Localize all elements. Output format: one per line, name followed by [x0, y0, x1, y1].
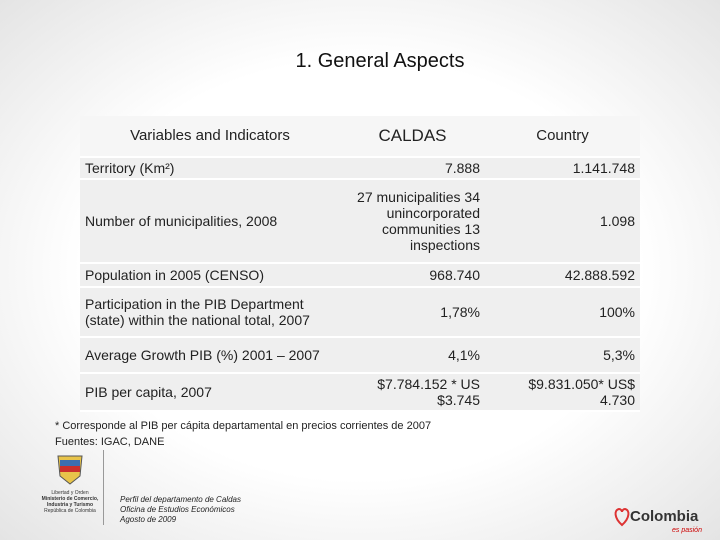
value-cell: $7.784.152 * US $3.745 [340, 373, 485, 412]
table-row: Participation in the PIB Department (sta… [80, 287, 640, 338]
header-cell: Variables and Indicators [80, 116, 340, 158]
data-table: Variables and Indicators CALDAS Country Te… [80, 116, 640, 412]
table-row: Average Growth PIB (%) 2001 – 2007 4,1% 5,… [80, 337, 640, 374]
value-cell: 968.740 [340, 263, 485, 288]
value-cell: 1.141.748 [485, 157, 640, 180]
ministry-logo: Libertad y Orden Ministerio de Comercio,… [40, 490, 100, 514]
table-row: PIB per capita, 2007 $7.784.152 * US $3.7… [80, 373, 640, 412]
table-row: Territory (Km²) 7.888 1.141.748 [80, 157, 640, 180]
indicator-cell: Participation in the PIB Department (sta… [80, 287, 340, 338]
value-cell: 7.888 [340, 157, 485, 180]
ministry-line: Libertad y Orden [51, 490, 89, 496]
indicator-cell: Population in 2005 (CENSO) [80, 263, 340, 288]
credit: Perfil del departamento de Caldas Oficin… [120, 495, 241, 525]
header-cell: Country [485, 116, 640, 158]
indicator-cell: PIB per capita, 2007 [80, 373, 340, 412]
credit-line: Perfil del departamento de Caldas [120, 495, 241, 504]
brand-name: Colombia [630, 508, 699, 525]
value-cell: 5,3% [485, 337, 640, 374]
header-cell: CALDAS [340, 116, 485, 158]
coat-of-arms [57, 455, 83, 485]
table-row: Number of municipalities, 2008 27 municip… [80, 179, 640, 264]
table-row: Population in 2005 (CENSO) 968.740 42.888.… [80, 263, 640, 288]
value-cell: 1.098 [485, 179, 640, 264]
indicator-cell: Number of municipalities, 2008 [80, 179, 340, 264]
brand-heart [614, 507, 630, 527]
value-cell: $9.831.050* US$ 4.730 [485, 373, 640, 412]
indicator-cell: Average Growth PIB (%) 2001 – 2007 [80, 337, 340, 374]
value-cell: 42.888.592 [485, 263, 640, 288]
header-row: Variables and Indicators CALDAS Country [80, 116, 640, 158]
value-cell: 27 municipalities 34 unincorporated comm… [340, 179, 485, 264]
divider [103, 450, 104, 525]
footnote: * Corresponde al PIB per cápita departam… [55, 420, 432, 432]
credit-line: Agosto de 2009 [120, 515, 177, 524]
indicator-cell: Territory (Km²) [80, 157, 340, 180]
slide-title: 1. General Aspects [295, 50, 465, 72]
value-cell: 4,1% [340, 337, 485, 374]
value-cell: 100% [485, 287, 640, 338]
ministry-line: República de Colombia [44, 508, 96, 514]
ministry-line: Ministerio de Comercio, Industria y Turi… [41, 496, 99, 508]
credit-line: Oficina de Estudios Económicos [120, 505, 235, 514]
value-cell: 1,78% [340, 287, 485, 338]
sources: Fuentes: IGAC, DANE [55, 436, 165, 448]
brand-tagline: es pasión [672, 527, 702, 534]
